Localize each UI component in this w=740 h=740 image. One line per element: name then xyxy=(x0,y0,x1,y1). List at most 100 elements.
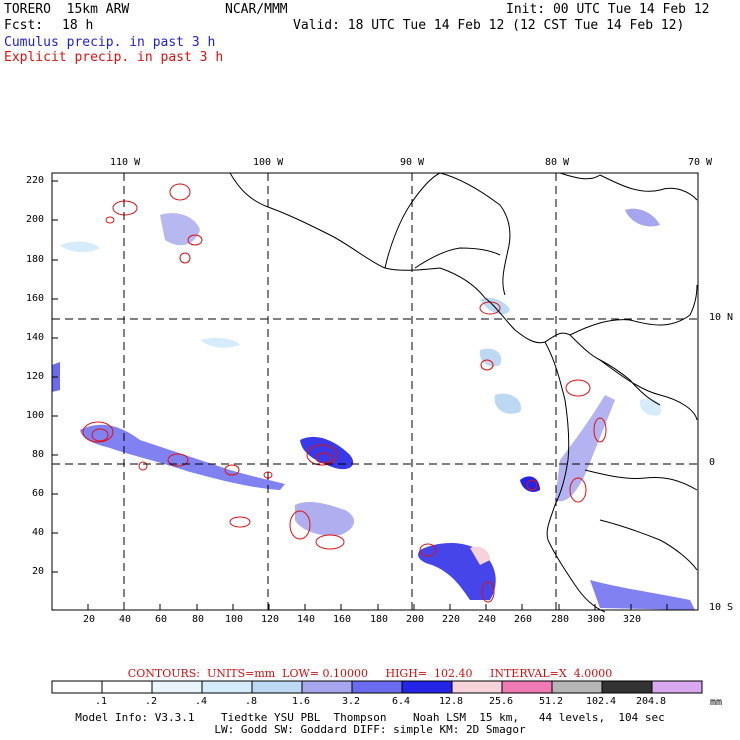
contour xyxy=(91,428,109,442)
contour xyxy=(187,234,203,246)
precip-patch xyxy=(494,393,521,414)
field-explicit-precip: Explicit precip. in past 3 h xyxy=(4,50,224,65)
coastline-caribbean xyxy=(599,174,698,201)
contour xyxy=(593,417,607,443)
precip-patch xyxy=(639,398,662,416)
colorbar-cell xyxy=(401,680,453,694)
colorbar-cell xyxy=(301,680,353,694)
x-tick-label: 20 xyxy=(83,614,96,625)
contour xyxy=(289,510,311,540)
y-tick-label: 180 xyxy=(26,254,45,265)
contour xyxy=(105,216,115,224)
colorbar-cell xyxy=(551,680,603,694)
coastline-peru xyxy=(547,539,606,613)
y-tick-label: 120 xyxy=(26,371,45,382)
colorbar-label: 6.4 xyxy=(391,696,411,707)
precip-patch xyxy=(480,298,510,315)
colorbar-label: 204.8 xyxy=(635,696,667,707)
x-tick-label: 320 xyxy=(623,614,642,625)
precip-coast-east xyxy=(555,395,615,502)
colorbar-cell xyxy=(451,680,503,694)
model-physics: LW: Godd SW: Goddard DIFF: simple KM: 2D… xyxy=(214,723,526,736)
precip-band-west xyxy=(80,424,285,490)
colorbar-cell xyxy=(251,680,303,694)
colorbar-label: .1 xyxy=(94,696,108,707)
x-tick-label: 280 xyxy=(551,614,570,625)
colorbar-label: .8 xyxy=(244,696,258,707)
x-tick-label: 200 xyxy=(406,614,425,625)
precip-patch xyxy=(295,502,355,536)
forecast-label: Fcst: xyxy=(4,18,44,33)
contour xyxy=(169,183,191,201)
contour xyxy=(526,479,538,491)
contour xyxy=(481,581,495,603)
contour xyxy=(112,200,138,216)
colorbar-cell xyxy=(201,680,253,694)
contour xyxy=(569,477,587,503)
coastline-inland xyxy=(599,359,698,421)
coastline-colombia xyxy=(569,284,698,336)
colorbar-cell xyxy=(101,680,153,694)
x-tick-label: 80 xyxy=(192,614,205,625)
colorbar-unit: mm xyxy=(710,697,723,708)
contour xyxy=(480,359,494,371)
y-tick-label: 220 xyxy=(26,175,45,186)
y-tick-label: 20 xyxy=(32,566,45,577)
forecast-hours: 18 h xyxy=(62,18,94,33)
coastline-south-america xyxy=(544,341,570,541)
colorbar-label: 102.4 xyxy=(585,696,617,707)
contour xyxy=(315,452,333,464)
colorbar-cell xyxy=(51,680,103,694)
coastline-yucatan xyxy=(384,172,441,269)
y-tick-label: 200 xyxy=(26,214,45,225)
precip-patch xyxy=(160,213,200,246)
contour xyxy=(306,444,338,466)
y-tick-label: 100 xyxy=(26,410,45,421)
colorbar-label: 25.6 xyxy=(488,696,514,707)
contour xyxy=(167,453,189,467)
lon-label: 100 W xyxy=(253,157,284,168)
contour xyxy=(82,421,114,443)
colorbar-label: 51.2 xyxy=(538,696,564,707)
precip-patch xyxy=(590,580,695,610)
y-tick-label: 140 xyxy=(26,332,45,343)
coastline-honduras xyxy=(414,247,501,269)
init-time: Init: 00 UTC Tue 14 Feb 12 xyxy=(506,2,710,17)
x-tick-label: 220 xyxy=(442,614,461,625)
x-tick-label: 120 xyxy=(261,614,280,625)
graticule xyxy=(52,173,698,610)
colorbar-cell xyxy=(501,680,553,694)
model-info: Model Info: V3.3.1 Tiedtke YSU PBL Thomp… xyxy=(75,711,665,724)
colorbar-cell xyxy=(651,680,703,694)
x-tick-label: 160 xyxy=(333,614,352,625)
coastline-gulf xyxy=(439,172,511,296)
precip-patch xyxy=(470,546,490,565)
field-cumulus-precip: Cumulus precip. in past 3 h xyxy=(4,35,216,50)
contour xyxy=(224,464,240,476)
y-tick-label: 80 xyxy=(32,449,45,460)
colorbar-cell xyxy=(151,680,203,694)
x-tick-label: 140 xyxy=(297,614,316,625)
lat-label: 10 S xyxy=(709,602,734,613)
contour xyxy=(138,461,148,471)
colorbar-label: 3.2 xyxy=(341,696,361,707)
x-tick-label: 180 xyxy=(370,614,389,625)
coastline-inland xyxy=(584,469,698,491)
colorbar-label: 12.8 xyxy=(438,696,464,707)
contour xyxy=(179,252,191,264)
colorbar-cell xyxy=(351,680,403,694)
contour xyxy=(419,543,437,557)
x-tick-label: 240 xyxy=(478,614,497,625)
x-tick-label: 260 xyxy=(514,614,533,625)
colorbar-label: .4 xyxy=(194,696,208,707)
x-tick-label: 300 xyxy=(587,614,606,625)
lat-label: 10 N xyxy=(709,312,734,323)
coastline-central-america xyxy=(229,172,661,406)
y-tick-label: 160 xyxy=(26,293,45,304)
model-title: TORERO 15km ARW xyxy=(4,2,130,17)
cumulus-precip-areas xyxy=(52,208,695,610)
contour xyxy=(565,379,591,397)
x-tick-label: 100 xyxy=(225,614,244,625)
coastline-inland xyxy=(599,519,698,571)
